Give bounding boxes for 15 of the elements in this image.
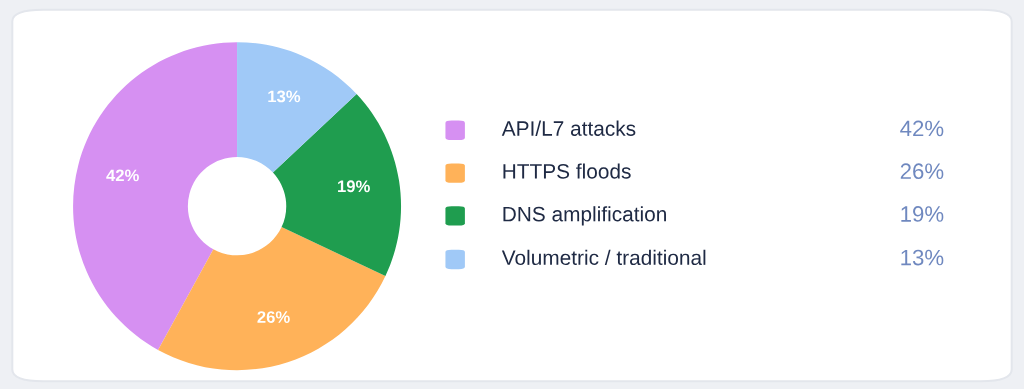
legend-label: API/L7 attacks — [501, 120, 636, 136]
data-label: 19% — [338, 180, 370, 193]
text: 13% — [901, 249, 944, 266]
legend-label: HTTPS floods — [503, 163, 631, 179]
legend-label: Volumetric / traditional — [501, 249, 706, 266]
legend-label: DNS amplification — [503, 206, 666, 226]
text: 42% — [900, 120, 944, 137]
donut-slice — [237, 42, 357, 173]
data-label: 42% — [106, 169, 139, 182]
text: 19% — [901, 206, 944, 222]
data-label: 13% — [268, 90, 301, 103]
data-label: 26% — [257, 311, 290, 323]
donut-slice — [158, 227, 386, 371]
text: 26% — [900, 163, 944, 180]
donut-slice — [73, 42, 238, 350]
